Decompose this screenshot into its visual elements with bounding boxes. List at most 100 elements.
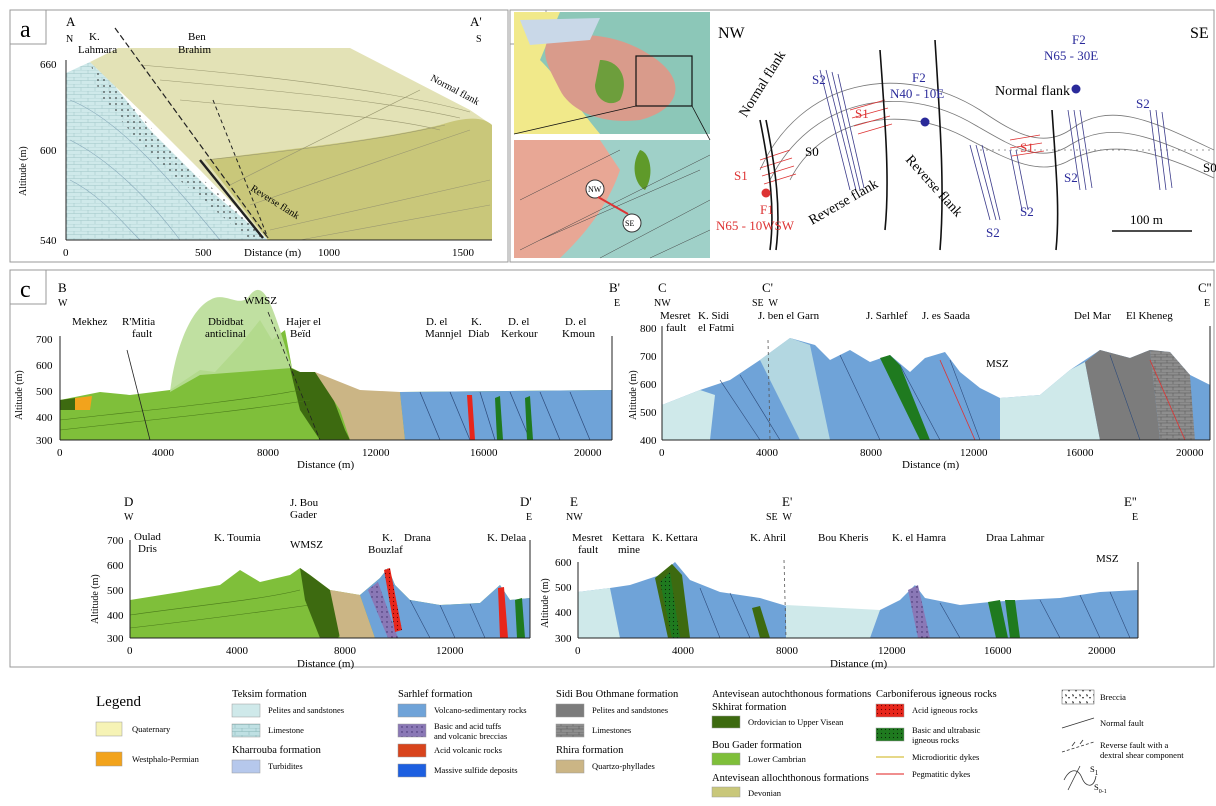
section-b-place-dbidbat: Dbidbat [208,316,243,328]
panel-b-s2-d: S2 [1020,204,1034,219]
panel-b-f2a-dot [920,117,930,127]
section-b-ylabel: Altitude (m) [14,370,25,420]
legend-ante-allo-title: Antevisean allochthonous formations [712,773,869,784]
section-b-place-kmoun: Kmoun [562,328,596,340]
section-c-ylabel: Altitude (m) [628,370,639,420]
panel-b-f1: F1 [760,202,774,217]
section-e-dir-left: NW [566,512,583,523]
section-d-dir-left: W [124,512,134,523]
legend-kharrouba-title: Kharrouba formation [232,745,322,756]
section-c-place-msz: MSZ [986,358,1009,370]
section-c-place-jsarhlef: J. Sarhlef [866,310,908,322]
section-d-end-left: D [124,494,133,509]
section-b-place-anticlinal: anticlinal [205,328,246,340]
section-c-place-fatmi: el Fatmi [698,322,734,334]
panel-b-se: SE [1190,25,1209,42]
panel-b-nw: NW [718,25,746,42]
legend-label-acid-volcanic: Acid volcanic rocks [434,745,502,755]
section-c-ytick-500: 500 [640,407,657,419]
panel-b-s2-c: S2 [1064,170,1078,185]
legend-swatch-westphalo [95,751,123,767]
legend-sarhlef-title: Sarhlef formation [398,689,473,700]
section-c-place-ksidi: K. Sidi [698,310,729,322]
section-c-xtick-0: 0 [659,447,665,459]
legend-label-s01: S0-1 [1094,782,1107,795]
section-e-place-kkettara: K. Kettara [652,532,698,544]
section-d-xtick-4000: 4000 [226,645,249,657]
panel-a-ylabel: Altitude (m) [18,146,29,196]
section-e-xlabel: Distance (m) [830,658,887,670]
panel-a-xtick-1000: 1000 [318,247,341,259]
panel-b-s0-a: S0 [805,144,819,159]
legend-label-reverse-fault-2: dextral shear component [1100,750,1184,760]
panel-a: a 660 600 540 0 [9,9,509,263]
legend-swatch-devonian [711,786,741,798]
section-d-place-oulad: Oulad [134,531,161,543]
section-c-place-delmar: Del Mar [1074,310,1111,322]
panel-a-end-left: A [66,14,76,29]
legend-label-pegmatitic: Pegmatitic dykes [912,769,970,779]
legend-swatch-teksim-pelites [231,703,261,718]
legend-swatch-basic-igneous [875,727,905,742]
section-d-place-ktoumia: K. Toumia [214,532,261,544]
panel-b-normal-flank-2: Normal flank [995,84,1070,99]
legend-swatch-acid-igneous [875,703,905,718]
section-d-place-drana: Drana [404,532,431,544]
legend-swatch-ordovician [711,715,741,729]
panel-a-devonian-unit [205,118,492,240]
section-e-dir-mid: SE W [766,512,792,523]
section-e-place-fault: fault [578,544,598,556]
section-e-ylabel: Altitude (m) [540,578,551,628]
legend-swatch-normal-fault [1061,717,1095,729]
section-c-place-mesret: Mesret [660,310,691,322]
section-b-place-mekhez: Mekhez [72,316,108,328]
section-e-ytick-300: 300 [555,633,572,645]
section-e-end-right: E'' [1124,494,1137,509]
section-e-ytick-400: 400 [555,607,572,619]
section-b-xtick-20000: 20000 [574,447,602,459]
panel-b-map: NW SE [513,12,711,259]
legend-swatch-sulfide [397,763,427,778]
legend-carbon-title: Carboniferous igneous rocks [876,689,997,700]
section-d-place-k: K. [382,532,393,544]
legend-label-sidi-limestones: Limestones [592,725,631,735]
panel-a-end-right: A' [470,14,482,29]
panel-a-ytick-540: 540 [40,235,57,247]
section-e-ytick-500: 500 [555,582,572,594]
panel-b-s1-a: S1 [734,168,748,183]
section-b-ytick-400: 400 [36,412,53,424]
legend-swatch-volcano-sed [397,703,427,718]
section-d-end-right: D' [520,494,532,509]
section-b-ytick-300: 300 [36,435,53,447]
section-e-place-kettara: Kettara [612,532,644,544]
panel-c: c 700 600 5 [9,269,1215,670]
legend-label-volcano-sed: Volcano-sedimentary rocks [434,705,527,715]
section-b: 700 600 500 400 300 0 4000 8000 12000 16… [14,280,620,471]
panel-b-scale: 100 m [1130,212,1163,227]
section-c-end-left: C [658,280,667,295]
legend-swatch-s1 [1063,765,1097,791]
section-c-end-mid: C' [762,280,773,295]
panel-b-f1-dot [761,188,771,198]
section-b-place-kerkour: Kerkour [501,328,538,340]
legend-label-tuffs-2: and volcanic breccias [434,731,507,741]
panel-b-s0-b: S0 [1203,160,1216,175]
section-d-place-kdelaa: K. Delaa [487,532,526,544]
panel-a-dir-right: S [476,34,482,45]
panel-a-xlabel: Distance (m) [244,247,301,259]
section-e-xtick-0: 0 [575,645,581,657]
legend-label-cambrian: Lower Cambrian [748,754,807,764]
panel-b-f2a: F2 [912,70,926,85]
section-b-ytick-700: 700 [36,334,53,346]
legend-label-s1-sub: 1 [1095,769,1099,777]
legend-sidi-title: Sidi Bou Othmane formation [556,689,679,700]
section-d-ytick-700: 700 [107,535,124,547]
section-c-dir-mid: SE W [752,298,778,309]
section-e-dir-right: E [1132,512,1138,523]
section-b-place-k: K. [471,316,482,328]
section-d-xtick-0: 0 [127,645,133,657]
section-c-end-right: C'' [1198,280,1211,295]
panel-b-map-se: SE [625,219,634,228]
legend-label-basic-igneous-2: igneous rocks [912,735,959,745]
